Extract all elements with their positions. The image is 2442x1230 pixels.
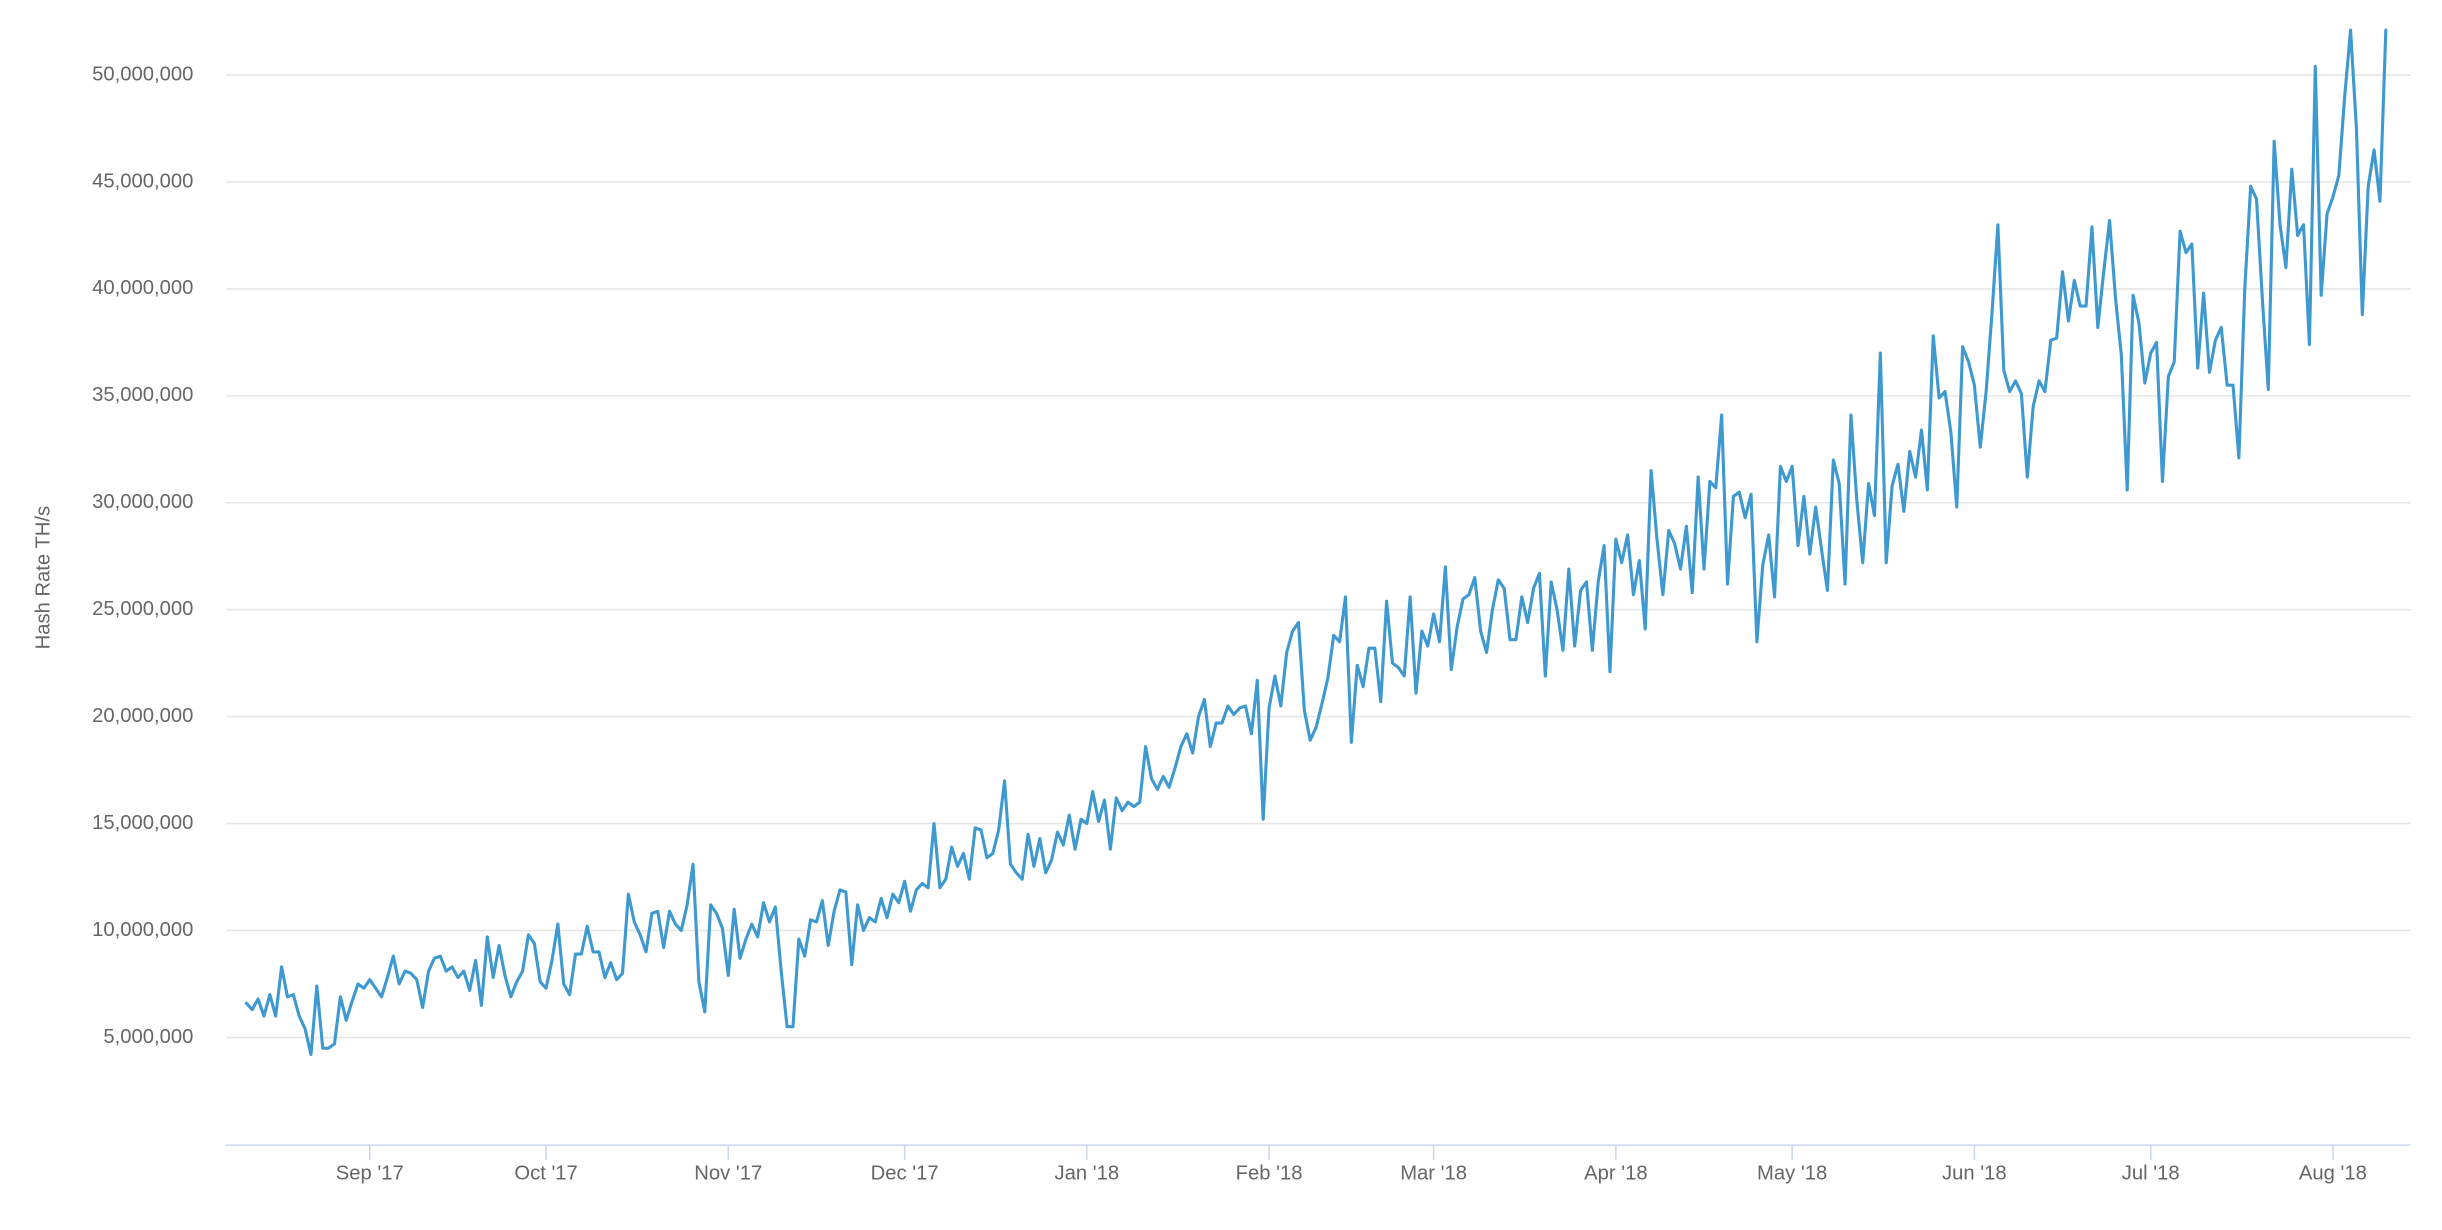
x-tick-label: Dec '17 [871, 1162, 939, 1184]
x-tick-label: Feb '18 [1236, 1162, 1303, 1184]
y-tick-label: 20,000,000 [92, 705, 193, 727]
x-tick-label: Jul '18 [2122, 1162, 2180, 1184]
x-tick-label: Jan '18 [1055, 1162, 1120, 1184]
x-tick-label: May '18 [1757, 1162, 1827, 1184]
hash-rate-line [244, 28, 2388, 1057]
y-tick-label: 5,000,000 [103, 1026, 193, 1048]
y-tick-label: 30,000,000 [92, 491, 193, 513]
y-tick-label: 45,000,000 [92, 170, 193, 192]
y-axis-title: Hash Rate TH/s [32, 506, 54, 650]
x-tick-label: Apr '18 [1584, 1162, 1647, 1184]
x-tick-label: Mar '18 [1400, 1162, 1467, 1184]
x-tick-label: Oct '17 [514, 1162, 577, 1184]
x-tick-label: Sep '17 [336, 1162, 404, 1184]
x-tick-label: Nov '17 [694, 1162, 762, 1184]
y-tick-label: 40,000,000 [92, 277, 193, 299]
y-tick-label: 10,000,000 [92, 919, 193, 941]
y-tick-label: 15,000,000 [92, 812, 193, 834]
x-tick-label: Jun '18 [1942, 1162, 2007, 1184]
y-tick-label: 25,000,000 [92, 598, 193, 620]
y-tick-label: 35,000,000 [92, 384, 193, 406]
x-tick-label: Aug '18 [2299, 1162, 2367, 1184]
y-tick-label: 50,000,000 [92, 63, 193, 85]
